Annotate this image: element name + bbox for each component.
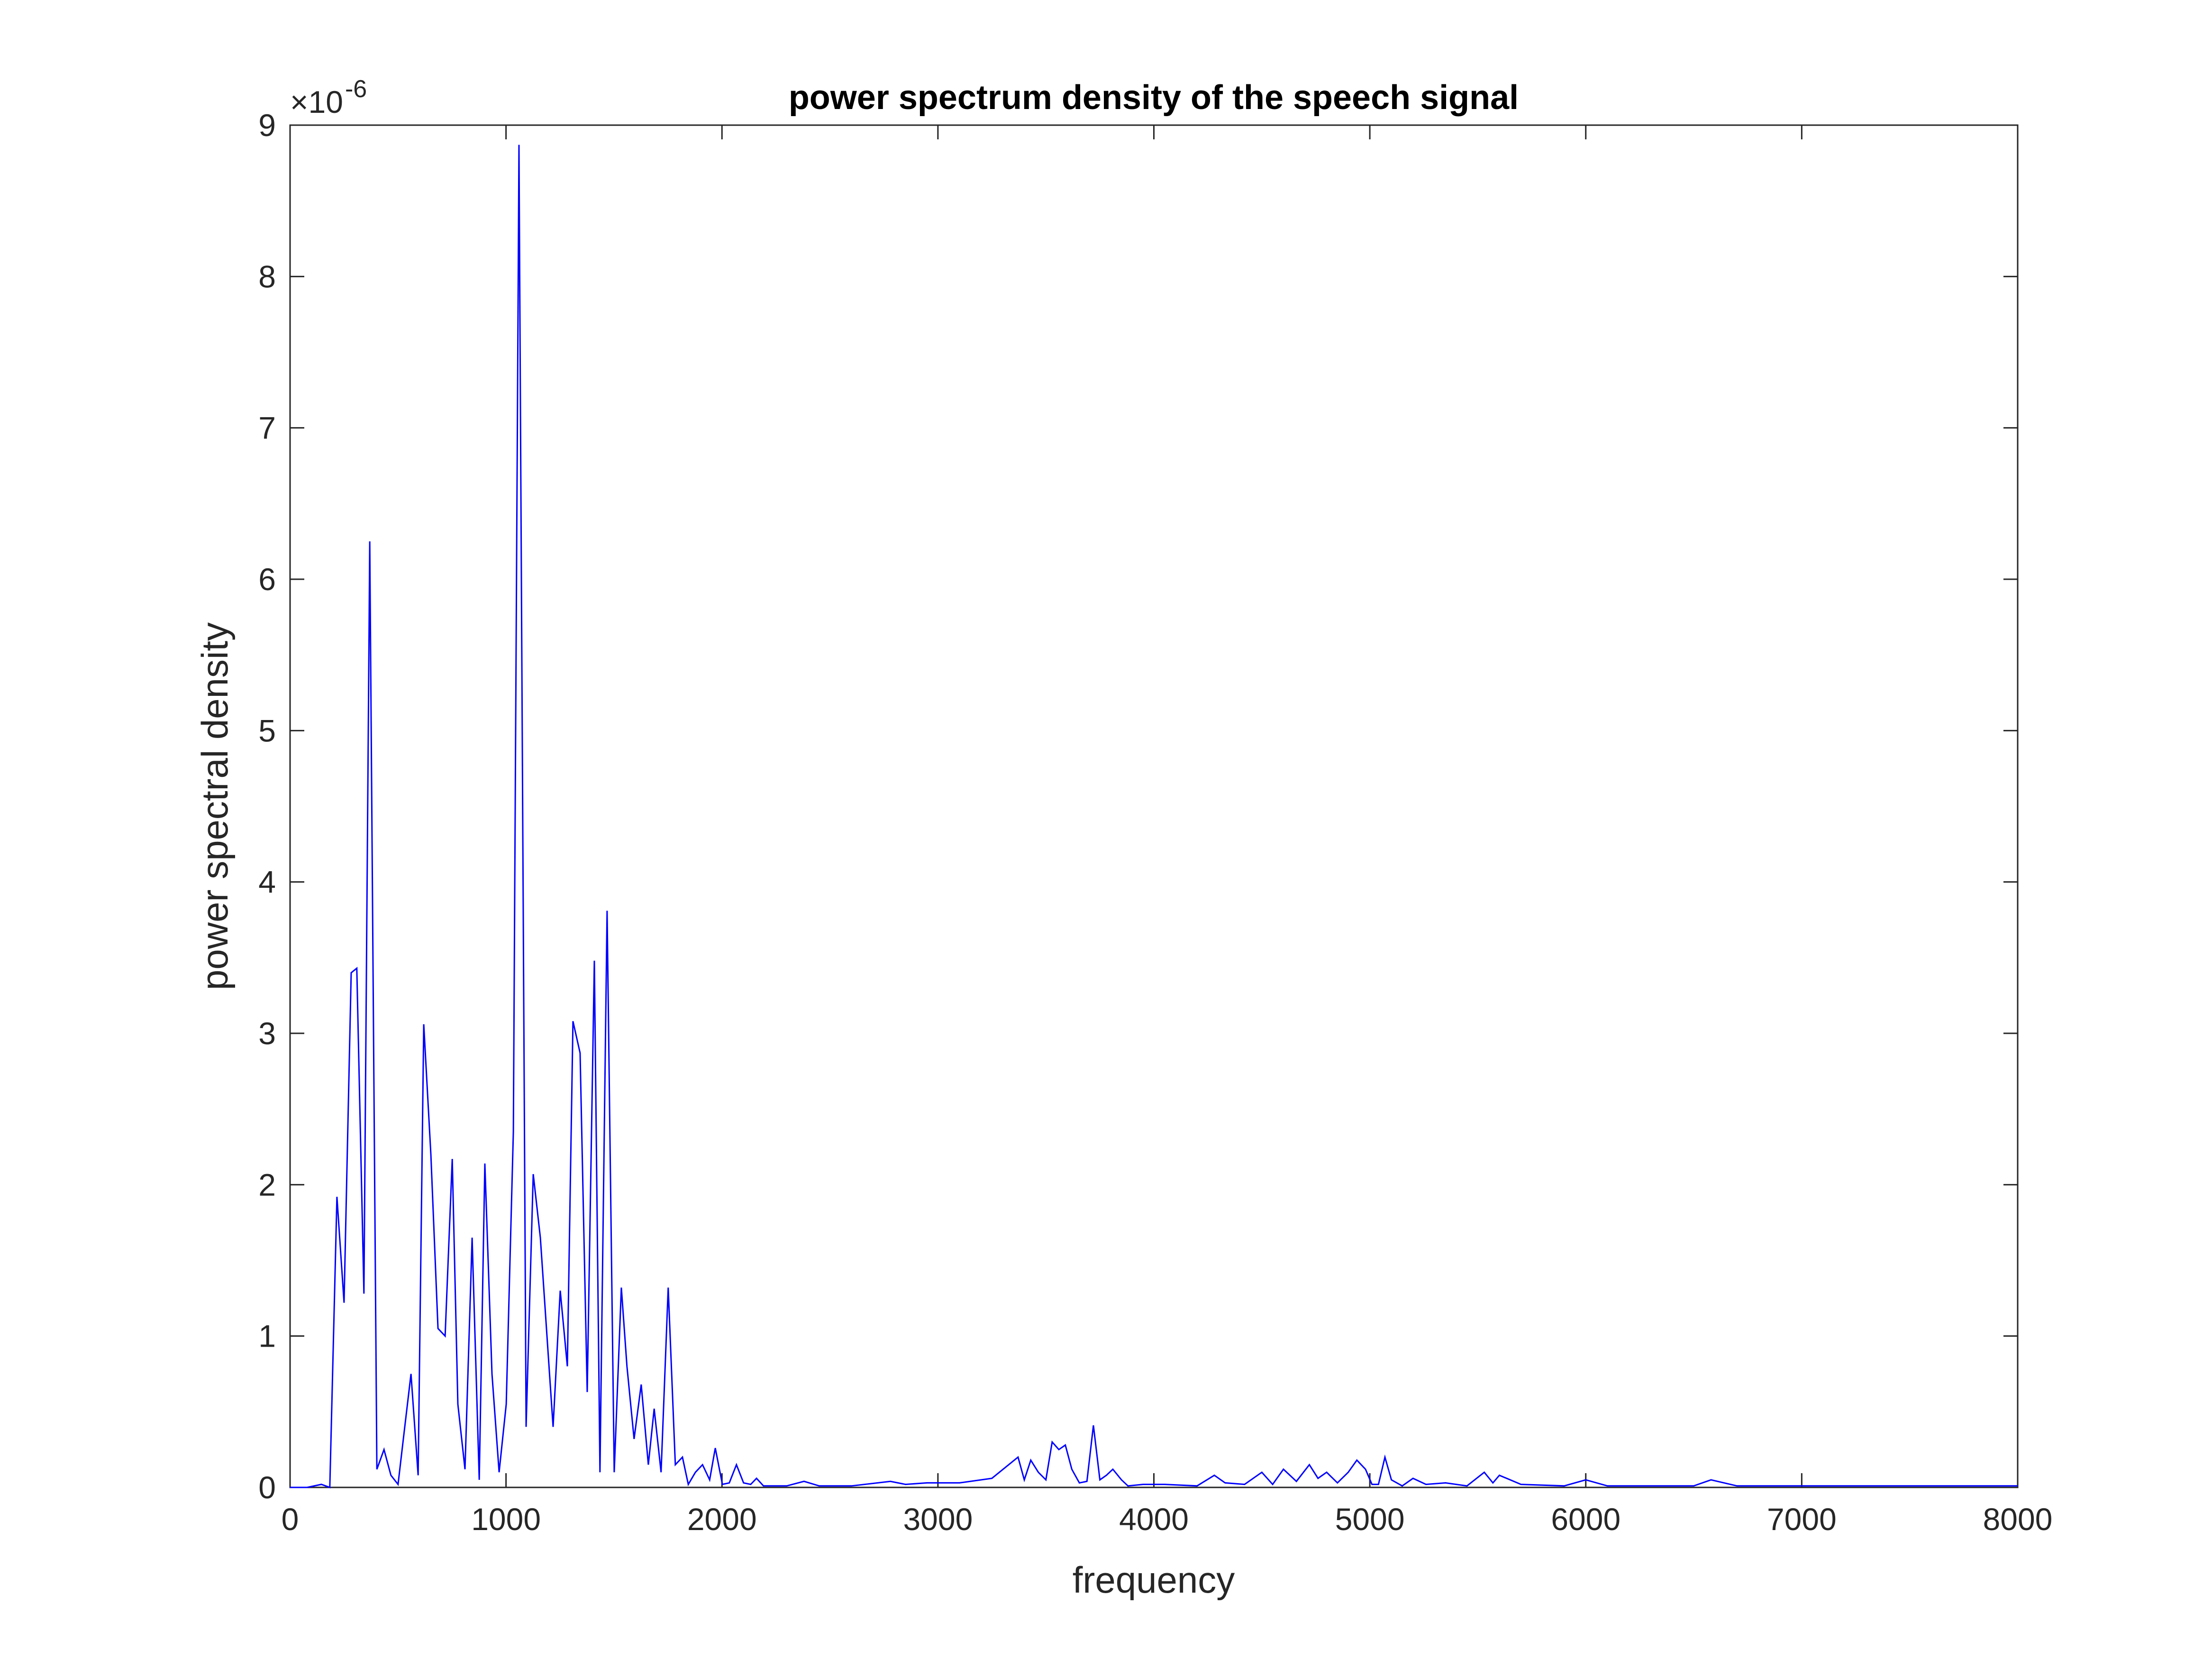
y-tick-label: 4 bbox=[258, 865, 276, 900]
x-tick-label: 2000 bbox=[687, 1502, 757, 1537]
y-multiplier-exponent: -6 bbox=[345, 75, 367, 103]
y-tick-label: 0 bbox=[258, 1470, 276, 1505]
y-tick-label: 3 bbox=[258, 1016, 276, 1051]
x-tick-label: 7000 bbox=[1767, 1502, 1837, 1537]
y-tick-label: 1 bbox=[258, 1319, 276, 1354]
x-tick-label: 8000 bbox=[1983, 1502, 2053, 1537]
x-tick-label: 4000 bbox=[1119, 1502, 1189, 1537]
plot-frame bbox=[289, 124, 2019, 1488]
x-tick-label: 3000 bbox=[903, 1502, 973, 1537]
y-tick-label: 5 bbox=[258, 713, 276, 748]
x-tick-label: 1000 bbox=[471, 1502, 541, 1537]
y-tick-label: 8 bbox=[258, 259, 276, 294]
y-tick-label: 7 bbox=[258, 410, 276, 446]
data-line bbox=[290, 145, 2018, 1489]
y-tick-label: 2 bbox=[258, 1167, 276, 1202]
x-tick-label: 0 bbox=[282, 1502, 299, 1537]
x-axis-label: frequency bbox=[1073, 1559, 1235, 1601]
y-tick-label: 6 bbox=[258, 562, 276, 597]
x-tick-label: 6000 bbox=[1551, 1502, 1620, 1537]
x-tick-label: 5000 bbox=[1335, 1502, 1405, 1537]
y-axis-label: power spectral density bbox=[194, 622, 236, 990]
y-tick-label: 9 bbox=[258, 108, 276, 143]
y-multiplier-base: ×10 bbox=[290, 84, 343, 119]
chart-title: power spectrum density of the speech sig… bbox=[789, 79, 1519, 117]
